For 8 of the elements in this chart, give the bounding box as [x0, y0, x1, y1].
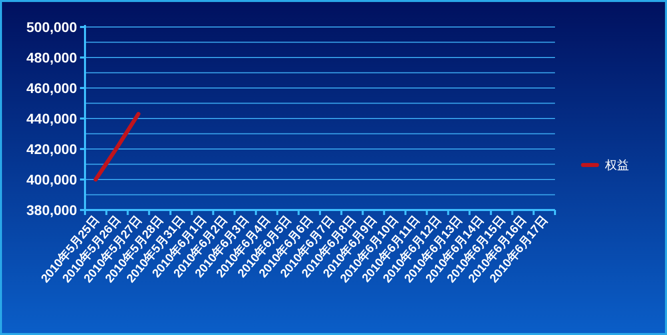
y-tick-label: 380,000 [26, 202, 78, 218]
y-tick-label: 420,000 [26, 141, 78, 157]
y-tick-label: 460,000 [26, 80, 78, 96]
y-tick-label: 500,000 [26, 19, 78, 35]
legend-label: 权益 [604, 158, 629, 172]
y-tick-label: 400,000 [26, 172, 78, 188]
y-tick-label: 480,000 [26, 50, 78, 66]
y-tick-label: 440,000 [26, 110, 78, 126]
